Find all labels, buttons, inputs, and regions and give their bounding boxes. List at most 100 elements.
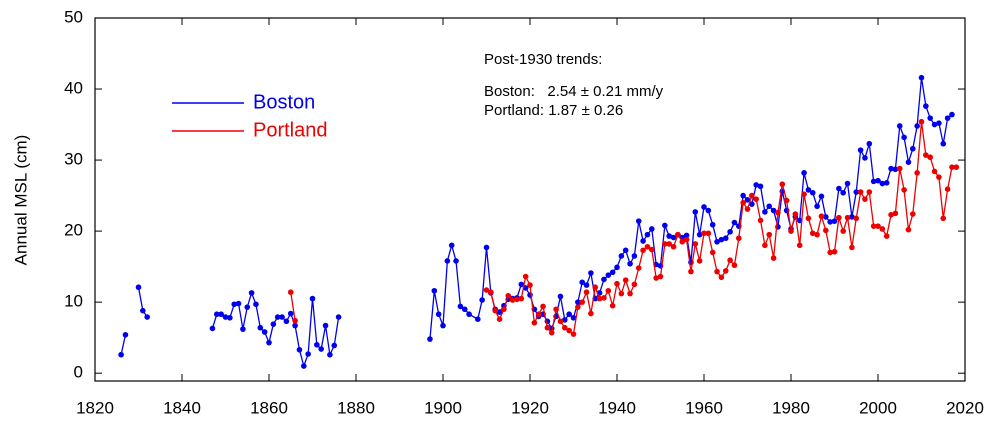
data-point — [431, 287, 438, 294]
data-point — [770, 207, 777, 214]
data-point — [805, 215, 812, 222]
data-point — [614, 264, 620, 271]
data-point — [796, 242, 803, 249]
data-point — [827, 219, 833, 225]
data-point — [605, 287, 612, 294]
data-point — [722, 268, 729, 274]
data-point — [818, 213, 825, 219]
data-point — [757, 183, 764, 190]
data-point — [940, 140, 947, 147]
data-point — [709, 249, 716, 256]
data-point — [640, 238, 646, 244]
data-point — [522, 273, 529, 280]
data-point — [653, 275, 659, 281]
data-point — [483, 244, 490, 251]
data-point — [844, 180, 851, 187]
data-point — [579, 279, 585, 286]
annotation: Portland: 1.87 ± 0.26 — [484, 102, 623, 119]
data-point — [292, 317, 298, 324]
y-axis-label: Annual MSL (cm) — [11, 135, 30, 266]
data-point — [910, 145, 916, 152]
data-point — [875, 223, 881, 229]
data-point — [914, 123, 920, 129]
data-point — [901, 187, 907, 193]
data-point — [583, 282, 590, 288]
data-point — [749, 192, 755, 199]
data-point — [235, 300, 242, 307]
data-point — [883, 180, 890, 186]
data-point — [888, 211, 894, 218]
data-point — [783, 197, 790, 204]
data-point — [927, 115, 933, 121]
data-point — [844, 214, 851, 221]
data-point — [287, 310, 294, 317]
data-point — [753, 196, 759, 202]
data-point — [831, 248, 838, 255]
data-point — [135, 284, 142, 291]
data-point — [662, 222, 668, 229]
data-point — [701, 230, 707, 237]
data-point — [718, 274, 725, 281]
x-tick-label: 1900 — [424, 398, 462, 417]
data-point — [840, 189, 846, 196]
data-point — [287, 289, 294, 296]
data-point — [635, 218, 642, 224]
data-point — [770, 255, 777, 261]
annotation: Post-1930 trends: — [484, 51, 602, 68]
data-point — [309, 295, 316, 302]
data-point — [753, 182, 759, 188]
data-point — [466, 311, 472, 318]
data-point — [292, 322, 298, 329]
plot-frame — [94, 17, 966, 382]
data-point — [775, 209, 781, 216]
data-point — [953, 164, 960, 170]
data-point — [692, 241, 699, 247]
data-point — [744, 197, 751, 203]
data-point — [318, 346, 325, 352]
data-point — [701, 204, 707, 210]
data-point — [840, 228, 846, 234]
data-point — [535, 311, 542, 318]
data-point — [609, 269, 616, 276]
data-point — [644, 243, 651, 250]
x-tick-label: 1940 — [598, 398, 636, 417]
data-point — [227, 314, 233, 321]
data-point — [475, 316, 481, 322]
legend-label: Boston — [253, 91, 315, 113]
data-point — [627, 260, 633, 267]
data-point — [696, 231, 703, 238]
data-point — [588, 310, 594, 317]
data-point — [762, 209, 768, 215]
data-point — [601, 295, 607, 301]
data-point — [644, 231, 651, 238]
data-point — [853, 215, 860, 222]
data-point — [570, 331, 577, 337]
data-point — [627, 290, 633, 297]
data-point — [327, 351, 333, 358]
x-tick-label: 1860 — [250, 398, 288, 417]
data-point — [849, 214, 855, 220]
x-tick-label: 1820 — [76, 398, 114, 417]
data-point — [244, 304, 251, 310]
data-point — [579, 299, 585, 305]
data-point — [492, 307, 499, 314]
data-point — [918, 118, 925, 125]
data-point — [622, 247, 629, 254]
data-point — [283, 318, 290, 325]
data-point — [618, 290, 625, 297]
annotation: Boston: 2.54 ± 0.21 mm/y — [484, 83, 664, 100]
data-point — [222, 314, 229, 320]
data-point — [649, 226, 655, 232]
data-point — [809, 189, 816, 196]
y-tick-label: 30 — [64, 150, 83, 169]
data-point — [731, 219, 738, 226]
data-point — [927, 154, 933, 161]
data-point — [118, 351, 124, 358]
data-point — [862, 155, 868, 161]
data-point — [827, 249, 833, 256]
data-point — [618, 253, 625, 259]
data-point — [727, 229, 733, 235]
data-point — [270, 321, 277, 327]
data-point — [883, 233, 890, 239]
data-point — [936, 174, 942, 180]
